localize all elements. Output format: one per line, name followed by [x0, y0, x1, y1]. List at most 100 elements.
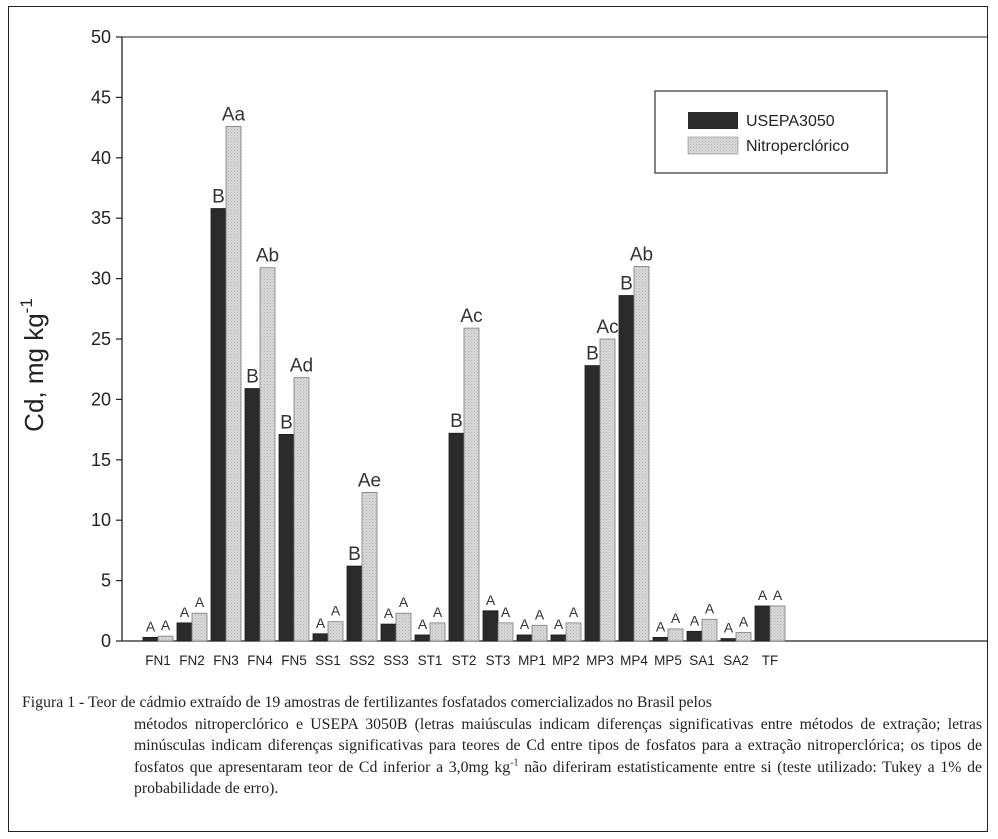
- bar-significance-label: A: [739, 614, 749, 630]
- bar-significance-label: B: [280, 412, 293, 433]
- bar-usepa3050: [720, 638, 737, 642]
- caption-body-2: não diferiram estatisticamente entre si …: [134, 758, 983, 798]
- bar-nitroperclorico: [701, 618, 718, 642]
- bar-significance-label: A: [671, 610, 681, 626]
- bar-usepa3050: [652, 636, 669, 642]
- bar-usepa3050: [754, 605, 771, 642]
- bar-significance-label: Ab: [630, 245, 653, 266]
- x-tick-label: SS3: [383, 653, 409, 668]
- bar-nitroperclorico: [667, 628, 684, 642]
- bar-nitroperclorico: [259, 267, 276, 642]
- y-tick-label: 15: [91, 450, 111, 470]
- y-tick-label: 50: [91, 27, 111, 47]
- bar-significance-label: Ac: [596, 317, 618, 338]
- bar-significance-label: B: [246, 367, 259, 388]
- bar-nitroperclorico: [531, 624, 548, 642]
- y-tick-label: 20: [91, 389, 111, 409]
- bar-nitroperclorico: [463, 327, 480, 642]
- x-tick-label: SA1: [689, 653, 715, 668]
- x-tick-label: MP5: [654, 653, 682, 668]
- bar-usepa3050: [380, 623, 397, 642]
- bar-significance-label: B: [450, 411, 463, 432]
- x-tick-label: MP2: [552, 653, 580, 668]
- caption-body-1: métodos nitroperclórico e USEPA 3050B (l…: [134, 715, 982, 776]
- bar-significance-label: A: [520, 616, 530, 632]
- bar-significance-label: B: [212, 187, 225, 208]
- x-tick-label: MP3: [586, 653, 614, 668]
- y-tick-label: 40: [91, 148, 111, 168]
- y-tick-label: 5: [101, 571, 111, 591]
- x-tick-label: SS2: [349, 653, 375, 668]
- y-tick-label: 45: [91, 87, 111, 107]
- bar-significance-label: A: [161, 617, 171, 633]
- bar-significance-label: Ad: [290, 356, 313, 377]
- bar-significance-label: A: [656, 618, 666, 634]
- bar-significance-label: A: [758, 587, 768, 603]
- caption-body: métodos nitroperclórico e USEPA 3050B (l…: [22, 714, 982, 800]
- x-tick-label: ST2: [452, 653, 477, 668]
- bar-significance-label: A: [773, 587, 783, 603]
- bar-usepa3050: [550, 634, 567, 642]
- bar-usepa3050: [142, 636, 159, 642]
- bar-usepa3050: [312, 633, 329, 642]
- x-tick-label: MP1: [518, 653, 546, 668]
- bar-significance-label: A: [331, 603, 341, 619]
- bar-nitroperclorico: [327, 621, 344, 642]
- x-tick-label: ST3: [486, 653, 511, 668]
- bar-usepa3050: [210, 208, 227, 642]
- y-tick-label: 35: [91, 208, 111, 228]
- bar-significance-label: A: [705, 600, 715, 616]
- x-tick-label: FN5: [281, 653, 307, 668]
- bar-usepa3050: [278, 434, 295, 642]
- bar-significance-label: B: [348, 544, 361, 565]
- legend-swatch-usepa: [688, 112, 738, 129]
- x-tick-label: TF: [762, 653, 779, 668]
- x-tick-label: ST1: [418, 653, 443, 668]
- bar-significance-label: A: [535, 606, 545, 622]
- bar-nitroperclorico: [293, 377, 310, 642]
- bar-nitroperclorico: [361, 492, 378, 642]
- bar-significance-label: B: [620, 274, 633, 295]
- bar-usepa3050: [516, 634, 533, 642]
- bar-nitroperclorico: [633, 266, 650, 642]
- x-tick-label: MP4: [620, 653, 648, 668]
- bar-significance-label: Ab: [256, 246, 279, 267]
- caption-body-sup: -1: [510, 757, 519, 769]
- bar-significance-label: A: [569, 604, 579, 620]
- bar-usepa3050: [244, 388, 261, 642]
- x-tick-label: SS1: [315, 653, 341, 668]
- x-tick-label: FN1: [145, 653, 171, 668]
- bar-usepa3050: [448, 432, 465, 642]
- bar-nitroperclorico: [429, 622, 446, 642]
- bar-nitroperclorico: [565, 622, 582, 642]
- y-tick-label: 25: [91, 329, 111, 349]
- figure-caption: Figura 1 - Teor de cádmio extraído de 19…: [22, 692, 982, 800]
- bar-usepa3050: [414, 634, 431, 642]
- bar-significance-label: A: [180, 604, 190, 620]
- bar-significance-label: A: [724, 620, 734, 636]
- bar-nitroperclorico: [225, 125, 242, 642]
- caption-lead: Figura 1 - Teor de cádmio extraído de 19…: [22, 694, 712, 711]
- y-axis-title: Cd, mg kg-1: [17, 298, 49, 432]
- bar-significance-label: B: [586, 344, 599, 365]
- x-tick-label: FN2: [179, 653, 205, 668]
- bar-significance-label: A: [399, 594, 409, 610]
- bar-significance-label: Ae: [358, 470, 381, 491]
- legend: USEPA3050 Nitroperclórico: [654, 90, 888, 174]
- bar-significance-label: A: [418, 616, 428, 632]
- bar-significance-label: A: [316, 615, 326, 631]
- bars: [142, 125, 786, 642]
- bar-significance-label: Ac: [460, 306, 482, 327]
- y-axis-title-text: Cd, mg kg: [19, 313, 49, 432]
- y-tick-label: 30: [91, 269, 111, 289]
- bar-usepa3050: [686, 630, 703, 642]
- x-tick-label: SA2: [723, 653, 749, 668]
- bar-nitroperclorico: [395, 612, 412, 642]
- bar-usepa3050: [176, 622, 193, 642]
- bar-nitroperclorico: [735, 632, 752, 642]
- bar-nitroperclorico: [599, 338, 616, 642]
- x-tick-label: FN3: [213, 653, 239, 668]
- bar-significance-label: A: [690, 612, 700, 628]
